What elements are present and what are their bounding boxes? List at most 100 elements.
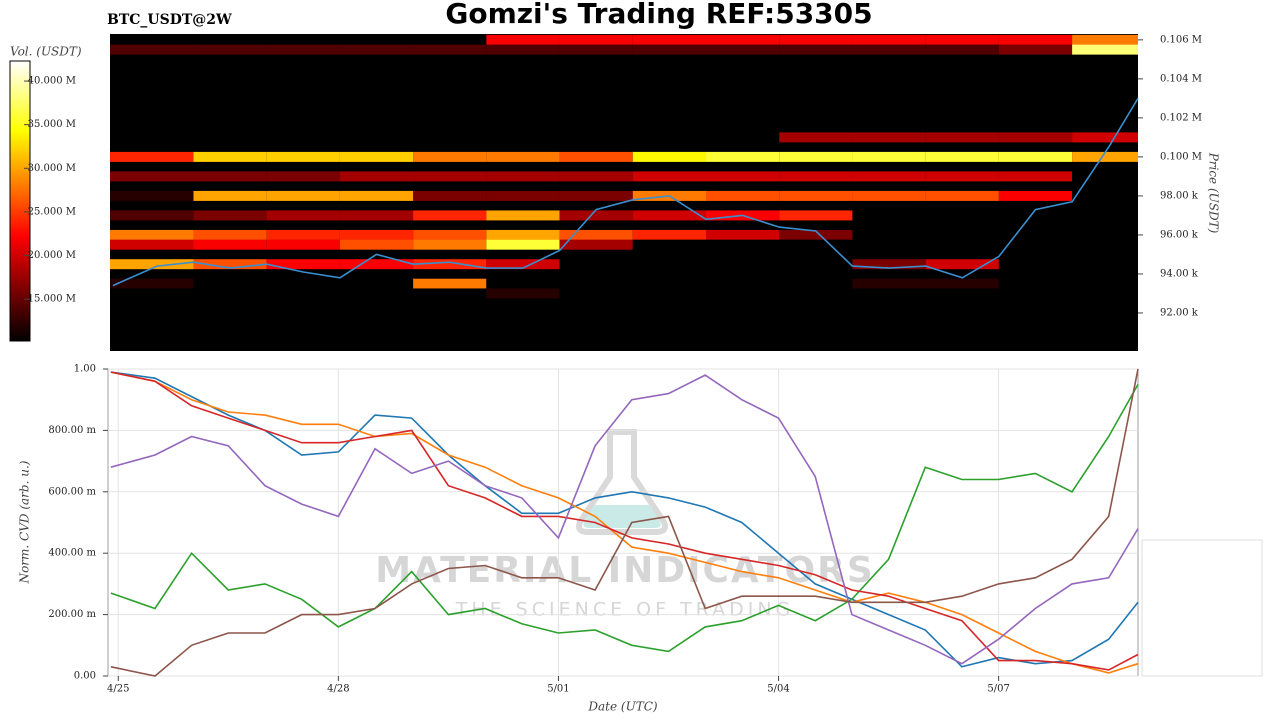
heatmap-cell	[110, 190, 194, 201]
heatmap-cell	[486, 327, 560, 338]
heatmap-cell	[706, 259, 780, 270]
heatmap-cell	[486, 210, 560, 221]
heatmap-cell	[852, 307, 926, 318]
heatmap-cell	[193, 239, 267, 250]
heatmap-cell	[779, 210, 853, 221]
heatmap-cell	[706, 229, 780, 240]
price-axis-label: Price (USDT)	[1207, 152, 1221, 234]
heatmap-cell	[779, 288, 853, 299]
heatmap-cell	[925, 190, 999, 201]
heatmap-cell	[706, 327, 780, 338]
heatmap-cell	[632, 210, 707, 221]
heatmap-cell	[413, 190, 487, 201]
heatmap-cell	[779, 151, 853, 162]
heatmap-cell	[110, 307, 194, 318]
heatmap-cell	[413, 44, 487, 55]
heatmap-cell	[998, 151, 1073, 162]
heatmap-cell	[1072, 171, 1138, 182]
heatmap-cell	[110, 278, 194, 289]
heatmap-cell	[339, 239, 414, 250]
y-tick-label: 0.00	[74, 671, 96, 682]
heatmap-cell	[266, 44, 340, 55]
heatmap-cell	[413, 171, 487, 182]
heatmap-cell	[486, 239, 560, 250]
heatmap-cell	[339, 327, 414, 338]
heatmap-cell	[706, 307, 780, 318]
heatmap-cell	[779, 44, 853, 55]
heatmap-cell	[1072, 239, 1138, 250]
price-tick-label: 96.00 k	[1160, 229, 1199, 240]
heatmap-cell	[925, 151, 999, 162]
heatmap-cell	[632, 307, 707, 318]
x-tick-label: 5/01	[547, 684, 569, 695]
colorbar-tick-label: 30.000 M	[28, 163, 76, 174]
y-tick-label: 1.00	[74, 364, 96, 375]
heatmap-cell	[925, 210, 999, 221]
heatmap-cell	[852, 259, 926, 270]
heatmap-cell	[998, 259, 1073, 270]
colorbar-tick-label: 35.000 M	[28, 119, 76, 130]
heatmap-cell	[779, 34, 853, 45]
price-tick-label: 0.102 M	[1160, 112, 1202, 123]
price-tick-label: 94.00 k	[1160, 268, 1199, 279]
x-axis-label: Date (UTC)	[587, 700, 657, 714]
heatmap-cell	[266, 229, 340, 240]
heatmap-cell	[1072, 278, 1138, 289]
heatmap-cell	[339, 34, 414, 45]
heatmap-cell	[266, 171, 340, 182]
heatmap-cell	[486, 190, 560, 201]
heatmap-cell	[852, 34, 926, 45]
heatmap-cell	[339, 171, 414, 182]
heatmap-cell	[266, 278, 340, 289]
cvd-line	[110, 371, 1139, 671]
price-tick-label: 0.100 M	[1160, 151, 1202, 162]
heatmap-cell	[413, 229, 487, 240]
heatmap-cell	[413, 151, 487, 162]
heatmap-cell	[779, 229, 853, 240]
heatmap-cell	[193, 132, 267, 143]
heatmap-cell	[632, 278, 707, 289]
heatmap-cell	[1072, 34, 1138, 45]
heatmap-cell	[266, 307, 340, 318]
heatmap-cell	[632, 288, 707, 299]
heatmap-cell	[852, 229, 926, 240]
heatmap-cell	[925, 171, 999, 182]
heatmap-cell	[925, 44, 999, 55]
heatmap-cell	[193, 190, 267, 201]
heatmap-cell	[193, 327, 267, 338]
cvd-line	[110, 371, 1139, 674]
heatmap-cell	[1072, 44, 1138, 55]
heatmap-cell	[925, 278, 999, 289]
price-tick-label: 0.106 M	[1160, 34, 1202, 45]
heatmap-cell	[1072, 259, 1138, 270]
heatmap-cell	[413, 239, 487, 250]
heatmap-cell	[559, 151, 633, 162]
heatmap-cell	[706, 171, 780, 182]
heatmap-cell	[486, 307, 560, 318]
heatmap-cell	[193, 307, 267, 318]
heatmap-cell	[559, 307, 633, 318]
heatmap-cell	[413, 278, 487, 289]
heatmap-cell	[266, 259, 340, 270]
heatmap-cell	[852, 278, 926, 289]
heatmap-cell	[486, 171, 560, 182]
heatmap-cell	[193, 229, 267, 240]
y-axis-label: Norm. CVD (arb. u.)	[18, 460, 32, 584]
heatmap-cell	[1072, 190, 1138, 201]
heatmap-cell	[193, 34, 267, 45]
heatmap-cell	[779, 327, 853, 338]
heatmap-cell	[852, 239, 926, 250]
heatmap-cell	[339, 151, 414, 162]
heatmap-cell	[559, 259, 633, 270]
heatmap-cell	[339, 278, 414, 289]
heatmap-cell	[339, 210, 414, 221]
heatmap-cell	[998, 210, 1073, 221]
heatmap-cell	[706, 132, 780, 143]
heatmap-cell	[998, 327, 1073, 338]
heatmap-cell	[559, 132, 633, 143]
heatmap-cell	[559, 190, 633, 201]
heatmap-cell	[559, 288, 633, 299]
heatmap-cell	[193, 259, 267, 270]
heatmap-cell	[1072, 229, 1138, 240]
heatmap-cell	[266, 288, 340, 299]
